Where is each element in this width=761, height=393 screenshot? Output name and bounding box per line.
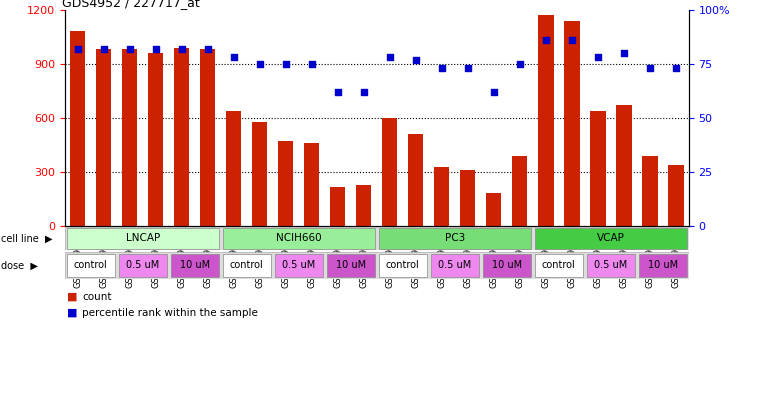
Point (202, 46, 214, 52)
Bar (275, 254, 323, 277)
Point (670, 65, 682, 71)
Point (279, 61, 291, 67)
Point (618, 50, 630, 56)
Bar (330, 187, 345, 226)
Bar (356, 185, 371, 226)
Point (228, 54, 240, 61)
Text: control: control (542, 260, 575, 270)
Text: GDS4952 / 227717_at: GDS4952 / 227717_at (62, 0, 199, 9)
Bar (535, 228, 686, 249)
Bar (668, 165, 683, 226)
Point (435, 65, 447, 71)
Text: 0.5 uM: 0.5 uM (126, 260, 159, 270)
Bar (119, 254, 167, 277)
Text: count: count (82, 292, 112, 302)
Bar (304, 143, 320, 226)
Text: control: control (74, 260, 107, 270)
Bar (382, 118, 397, 226)
Bar (408, 134, 423, 226)
Bar (642, 156, 658, 226)
Bar (535, 254, 583, 277)
Bar (326, 254, 374, 277)
Bar (174, 48, 189, 226)
Point (123, 46, 135, 52)
Bar (431, 254, 479, 277)
Text: PC3: PC3 (444, 233, 465, 243)
Point (358, 89, 370, 95)
Bar (512, 156, 527, 226)
Text: percentile rank within the sample: percentile rank within the sample (82, 308, 258, 318)
Bar (590, 111, 606, 226)
Point (72, 46, 84, 52)
Point (306, 61, 318, 67)
Point (644, 65, 656, 71)
Bar (278, 141, 294, 226)
Bar (67, 228, 218, 249)
Bar (96, 50, 111, 226)
Bar (587, 254, 635, 277)
Bar (638, 254, 686, 277)
Text: VCAP: VCAP (597, 233, 625, 243)
Point (97, 46, 110, 52)
Text: ■: ■ (67, 308, 78, 318)
Point (591, 54, 603, 61)
Bar (226, 111, 241, 226)
Point (488, 89, 500, 95)
Point (332, 89, 344, 95)
Bar (434, 167, 450, 226)
Text: 0.5 uM: 0.5 uM (594, 260, 627, 270)
Point (514, 61, 526, 67)
Point (176, 46, 188, 52)
Bar (148, 53, 164, 226)
Bar (223, 228, 374, 249)
Point (540, 37, 552, 43)
Bar (379, 228, 530, 249)
Text: LNCAP: LNCAP (126, 233, 160, 243)
Bar (486, 193, 501, 226)
Bar (122, 50, 138, 226)
Point (384, 54, 396, 61)
Bar (379, 254, 427, 277)
Bar (460, 170, 476, 226)
Text: 10 uM: 10 uM (336, 260, 366, 270)
Text: 10 uM: 10 uM (180, 260, 210, 270)
Point (409, 56, 422, 62)
Bar (252, 121, 268, 226)
Point (150, 46, 162, 52)
Bar (170, 254, 218, 277)
Point (253, 61, 266, 67)
Text: 0.5 uM: 0.5 uM (282, 260, 315, 270)
Text: control: control (230, 260, 263, 270)
Point (462, 65, 474, 71)
Point (565, 37, 578, 43)
Text: control: control (386, 260, 419, 270)
Text: NCIH660: NCIH660 (276, 233, 321, 243)
Text: ■: ■ (67, 292, 78, 302)
Text: 0.5 uM: 0.5 uM (438, 260, 471, 270)
Text: 10 uM: 10 uM (648, 260, 678, 270)
Bar (616, 105, 632, 226)
Bar (70, 31, 85, 226)
Bar (538, 15, 553, 226)
Bar (200, 50, 215, 226)
Text: dose  ▶: dose ▶ (1, 261, 37, 271)
Bar (67, 254, 115, 277)
Text: cell line  ▶: cell line ▶ (1, 233, 53, 244)
Bar (564, 20, 580, 226)
Bar (223, 254, 271, 277)
Bar (482, 254, 530, 277)
Text: 10 uM: 10 uM (492, 260, 522, 270)
